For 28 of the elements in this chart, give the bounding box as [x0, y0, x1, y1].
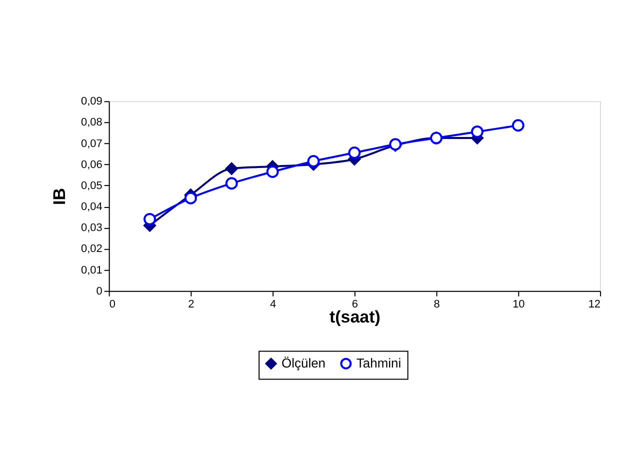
point [470, 125, 484, 138]
y-tick-label: 0,06 [80, 158, 102, 171]
y-tick-label: 0,07 [80, 138, 102, 150]
point [225, 162, 238, 175]
point [512, 119, 524, 132]
y-tick-label: 0,02 [80, 243, 102, 256]
legend-label: Ölçülen [282, 356, 326, 371]
y-tick-label: 0,03 [80, 222, 102, 234]
y-tick-label: 0,08 [80, 116, 102, 129]
y-tick-label: 0,09 [80, 96, 102, 108]
point [144, 212, 156, 226]
x-tick-label: 0 [109, 298, 116, 310]
y-axis-title: IB [50, 188, 69, 205]
x-tick-label: 8 [434, 298, 440, 310]
y-tick-label: 0,01 [80, 264, 102, 276]
y-tick-label: 0,04 [80, 201, 102, 214]
point [307, 154, 320, 168]
point [348, 146, 361, 160]
legend-label: Tahmini [356, 356, 402, 371]
x-tick-label: 12 [588, 298, 601, 310]
x-tick-label: 4 [270, 298, 276, 310]
point [266, 166, 279, 178]
y-tick-label: 0 [96, 285, 102, 298]
point [184, 192, 197, 204]
x-tick-label: 2 [188, 298, 194, 310]
point [225, 177, 238, 190]
x-tick-label: 10 [512, 298, 525, 310]
y-tick-label: 0,05 [80, 180, 102, 192]
